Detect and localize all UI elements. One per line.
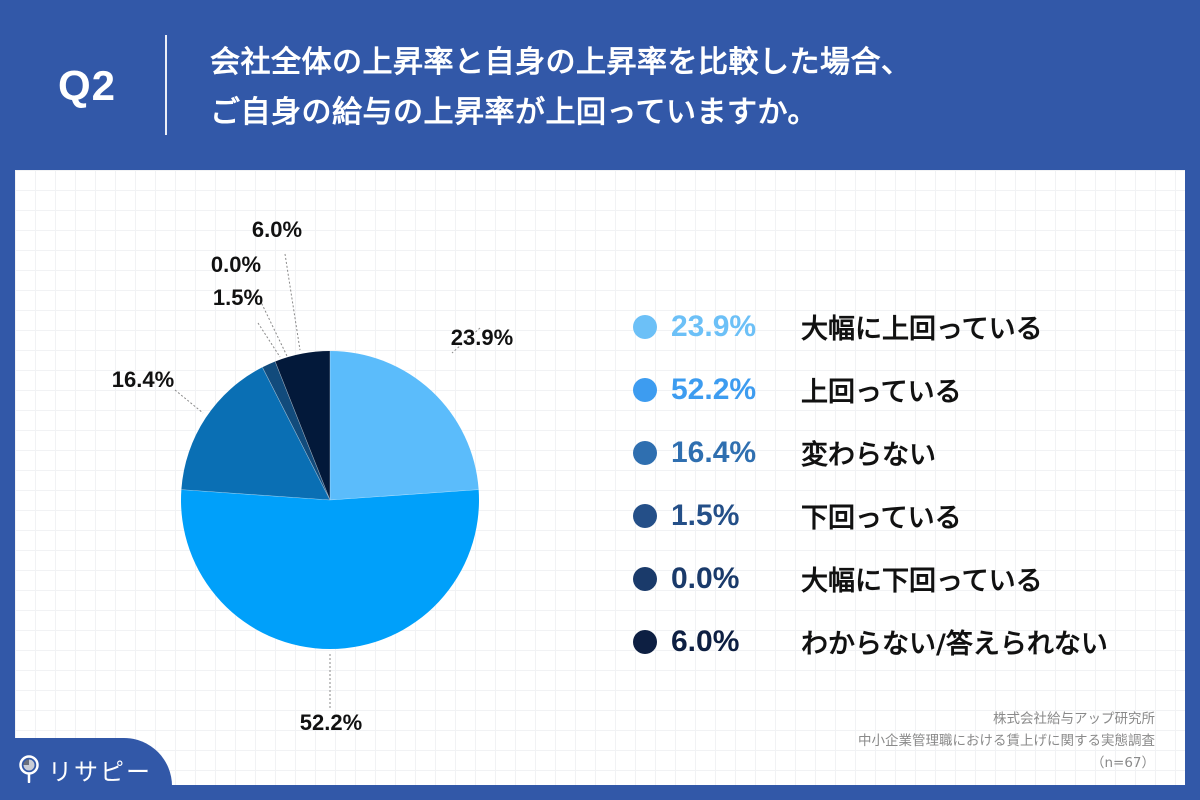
legend-item-above: 52.2% 上回っている: [633, 358, 1108, 421]
legend-item-greatly-below: 0.0% 大幅に下回っている: [633, 547, 1108, 610]
legend-item-unknown: 6.0% わからない/答えられない: [633, 610, 1108, 673]
legend-label: 大幅に下回っている: [801, 566, 1043, 597]
pie-label-greatly-above: 23.9%: [450, 325, 514, 350]
leader-line-16-4pct: [174, 389, 204, 414]
chart-legend: 23.9% 大幅に上回っている 52.2% 上回っている 16.4% 変わらない…: [633, 295, 1108, 673]
legend-item-greatly-above: 23.9% 大幅に上回っている: [633, 295, 1108, 358]
pie-slice-below: [262, 361, 330, 500]
pie-chart: [174, 253, 481, 710]
leader-line-6pct: [284, 253, 301, 351]
legend-item-same: 16.4% 変わらない: [633, 421, 1108, 484]
chart-panel: 6.0% 0.0% 1.5% 23.9% 16.4% 52.2% 23.9% 大…: [15, 170, 1185, 785]
source-note: 株式会社給与アップ研究所 中小企業管理職における賃上げに関する実態調査 （n=6…: [858, 708, 1155, 774]
legend-percentage: 6.0%: [671, 624, 740, 658]
pie-label-greatly-below: 0.0%: [210, 252, 262, 277]
legend-label: わからない/答えられない: [801, 629, 1108, 660]
legend-dot-icon: [633, 377, 657, 402]
pie-slice-unknown: [275, 351, 330, 500]
legend-dot-icon: [633, 629, 657, 654]
source-organization: 株式会社給与アップ研究所: [993, 711, 1155, 727]
legend-dot-icon: [633, 503, 657, 528]
legend-dot-icon: [633, 440, 657, 465]
legend-item-below: 1.5% 下回っている: [633, 484, 1108, 547]
brand-name: リサピー: [48, 757, 152, 786]
pie-slice-above: [180, 489, 480, 649]
legend-percentage: 1.5%: [671, 498, 740, 532]
question-title: 会社全体の上昇率と自身の上昇率を比較した場合、 ご自身の給与の上昇率が上回ってい…: [210, 38, 912, 138]
pie-slice-same: [181, 367, 330, 500]
pie-label-below: 1.5%: [212, 285, 264, 310]
legend-percentage: 0.0%: [671, 561, 740, 595]
question-title-line1: 会社全体の上昇率と自身の上昇率を比較した場合、: [210, 45, 912, 80]
legend-dot-icon: [633, 314, 657, 339]
leader-lines: [174, 253, 481, 710]
legend-label: 下回っている: [801, 503, 962, 534]
pie-slice-greatly-above: [330, 351, 479, 500]
legend-percentage: 23.9%: [671, 309, 757, 343]
legend-label: 変わらない: [801, 440, 936, 471]
question-number: Q2: [58, 62, 117, 109]
map-pin-icon: [19, 755, 39, 783]
legend-label: 上回っている: [801, 377, 962, 408]
legend-label: 大幅に上回っている: [801, 314, 1043, 345]
source-survey-title: 中小企業管理職における賃上げに関する実態調査: [858, 733, 1155, 749]
pie-label-same: 16.4%: [111, 367, 175, 392]
header-divider: [165, 35, 167, 135]
source-sample-size: （n=67）: [1090, 755, 1155, 771]
legend-dot-icon: [633, 566, 657, 591]
header: Q2 会社全体の上昇率と自身の上昇率を比較した場合、 ご自身の給与の上昇率が上回…: [0, 0, 1200, 170]
leader-line-1-5pct: [257, 322, 281, 358]
brand-logo: リサピー: [0, 738, 172, 800]
legend-percentage: 16.4%: [671, 435, 757, 469]
legend-percentage: 52.2%: [671, 372, 757, 406]
question-title-line2: ご自身の給与の上昇率が上回っていますか。: [210, 95, 818, 130]
pie-label-above: 52.2%: [299, 710, 363, 735]
pie-label-unknown: 6.0%: [251, 217, 303, 242]
